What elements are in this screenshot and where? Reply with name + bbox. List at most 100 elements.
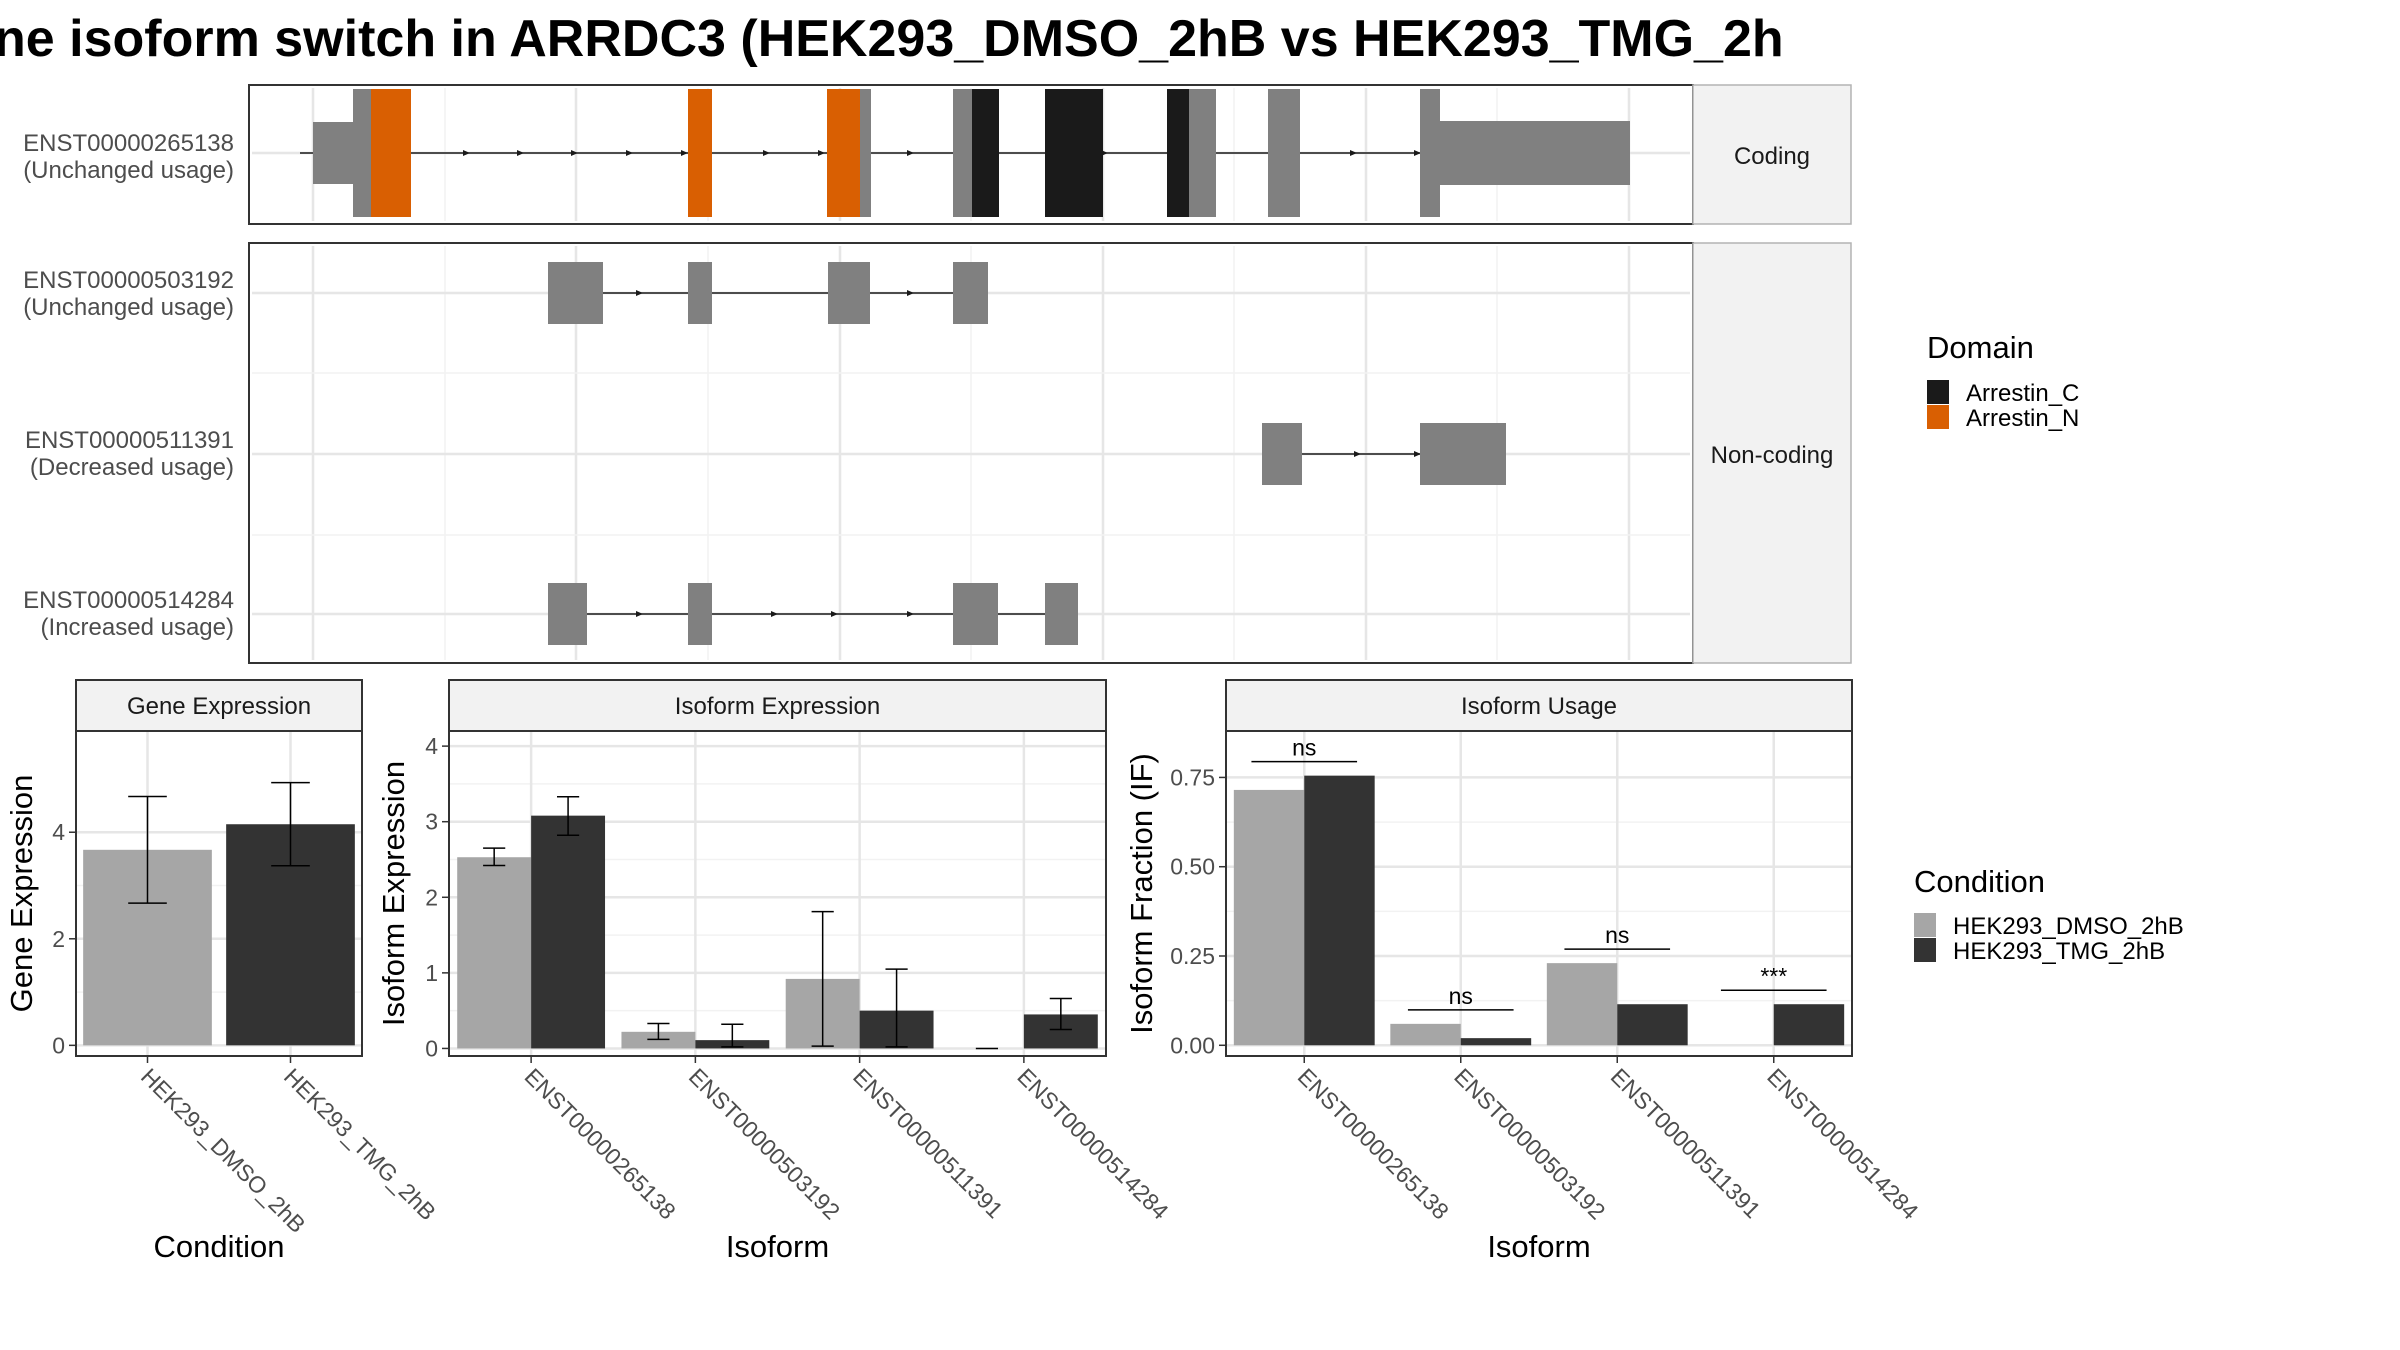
- direction-arrow: [463, 150, 470, 156]
- direction-arrow: [1414, 451, 1421, 457]
- title-strip: [1225, 679, 1853, 732]
- chart-title: Isoform Expression: [675, 693, 880, 720]
- y-tick-label: 0: [52, 1032, 65, 1058]
- y-tick-label: 0.50: [1170, 854, 1215, 880]
- bar: [1304, 775, 1375, 1046]
- domain-legend-title: Domain: [1927, 330, 2034, 365]
- utr-exon: [313, 122, 353, 184]
- figure-title: ne isoform switch in ARRDC3 (HEK293_DMSO…: [0, 10, 1784, 68]
- exon: [1189, 89, 1216, 217]
- title-strip: [448, 679, 1107, 732]
- y-tick-label: 0: [425, 1035, 438, 1061]
- utr-exon: [1440, 121, 1630, 185]
- y-tick-label: 4: [52, 819, 65, 845]
- direction-arrow: [907, 611, 914, 617]
- error-bar: [271, 781, 310, 867]
- legend-swatch-dmso: [1914, 913, 1936, 937]
- domain-arrestin-c: [1167, 89, 1189, 217]
- x-axis-title: Isoform: [1487, 1229, 1590, 1264]
- direction-arrow: [1350, 150, 1357, 156]
- error-bar: [128, 795, 167, 904]
- y-tick-label: 0.00: [1170, 1032, 1215, 1058]
- exon: [688, 583, 712, 645]
- domain-arrestin-n: [371, 89, 411, 217]
- direction-arrow: [1354, 451, 1361, 457]
- transcript-id-label: ENST00000503192: [23, 267, 234, 294]
- exon: [1420, 89, 1440, 217]
- transcript-id-label: ENST00000511391: [25, 427, 234, 454]
- legend-label-tmg: HEK293_TMG_2hB: [1953, 938, 2165, 965]
- bar: [1460, 1038, 1532, 1046]
- exon: [548, 583, 587, 645]
- bar: [1233, 789, 1305, 1046]
- bar: [531, 815, 606, 1049]
- error-bar: [885, 968, 908, 1048]
- exon: [953, 262, 988, 324]
- transcript-id-label: ENST00000265138: [23, 130, 234, 157]
- error-bar: [811, 910, 834, 1047]
- exon: [548, 262, 603, 324]
- y-tick-label: 0.75: [1170, 764, 1215, 790]
- bar: [1546, 963, 1618, 1046]
- x-axis-title: Isoform: [726, 1229, 829, 1264]
- bar: [1390, 1023, 1461, 1046]
- domain-arrestin-n: [688, 89, 712, 217]
- y-tick-label: 0.25: [1170, 943, 1215, 969]
- direction-arrow: [907, 150, 914, 156]
- transcript-usage-label: (Decreased usage): [30, 454, 234, 481]
- title-strip: [75, 679, 363, 732]
- exon: [828, 262, 870, 324]
- noncoding-strip-box: [1692, 242, 1852, 664]
- condition-legend-title: Condition: [1914, 864, 2045, 899]
- direction-arrow: [571, 150, 578, 156]
- y-tick-label: 3: [425, 809, 438, 835]
- significance-label: ns: [1292, 735, 1316, 761]
- exon: [1045, 583, 1078, 645]
- chart-title: Isoform Usage: [1461, 693, 1617, 720]
- direction-arrow: [831, 611, 838, 617]
- legend-swatch-tmg: [1914, 938, 1936, 962]
- exon: [688, 262, 712, 324]
- direction-arrow: [763, 150, 770, 156]
- legend-label-arrestin-n: Arrestin_N: [1966, 405, 2079, 432]
- structure-tracks: [300, 89, 1630, 645]
- legend-label-arrestin-c: Arrestin_C: [1966, 380, 2079, 407]
- exon: [860, 89, 871, 217]
- exon: [1420, 423, 1506, 485]
- bar: [1773, 1004, 1845, 1046]
- coding-strip-label: Coding: [1734, 143, 1810, 170]
- error-bar: [483, 847, 506, 867]
- direction-arrow: [771, 611, 778, 617]
- exon: [953, 89, 972, 217]
- domain-arrestin-c: [972, 89, 999, 217]
- bar: [457, 857, 532, 1049]
- error-bar: [556, 796, 580, 837]
- x-axis-title: Condition: [154, 1229, 285, 1264]
- significance-label: ***: [1760, 963, 1787, 989]
- direction-arrow: [907, 290, 914, 296]
- coding-strip-box: [1692, 84, 1852, 225]
- error-bar: [721, 1023, 744, 1048]
- exon: [1262, 423, 1302, 485]
- legend-swatch-arrestin-n: [1927, 405, 1949, 429]
- direction-arrow: [681, 150, 688, 156]
- significance-label: ns: [1605, 922, 1629, 948]
- y-tick-label: 4: [425, 733, 438, 759]
- direction-arrow: [626, 150, 633, 156]
- direction-arrow: [818, 150, 825, 156]
- error-bar: [1049, 997, 1072, 1031]
- y-tick-label: 2: [425, 884, 438, 910]
- y-axis-title: Gene Expression: [4, 775, 39, 1013]
- chart-title: Gene Expression: [127, 693, 311, 720]
- transcript-usage-label: (Unchanged usage): [23, 157, 234, 184]
- legend-label-dmso: HEK293_DMSO_2hB: [1953, 913, 2184, 940]
- transcript-usage-label: (Increased usage): [41, 614, 234, 641]
- exon: [953, 583, 998, 645]
- y-axis-title: Isoform Fraction (IF): [1124, 753, 1159, 1034]
- exon: [1268, 89, 1300, 217]
- noncoding-strip-label: Non-coding: [1711, 442, 1834, 469]
- significance-label: ns: [1449, 983, 1473, 1009]
- domain-arrestin-c: [1045, 89, 1103, 217]
